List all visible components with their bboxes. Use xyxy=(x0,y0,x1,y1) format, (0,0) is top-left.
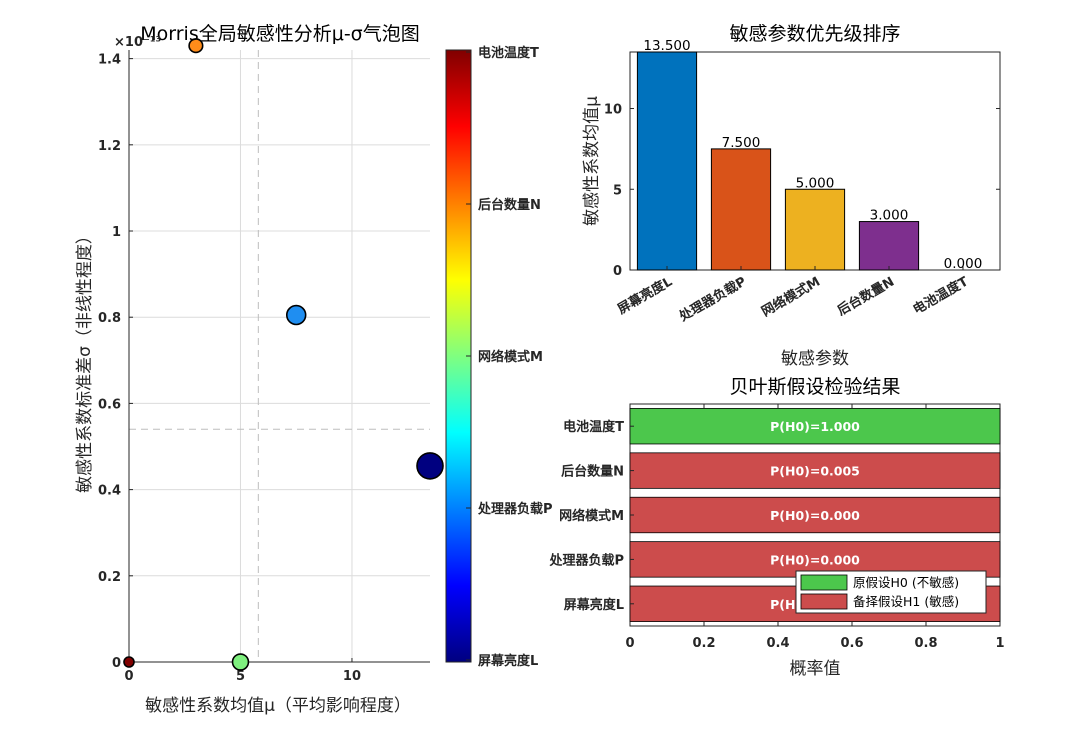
bayes-bar-label: P(H0)=0.000 xyxy=(770,508,860,523)
bubble-point xyxy=(188,38,204,54)
bayes-category-label: 屏幕亮度L xyxy=(564,597,624,613)
priority-chart-title: 敏感参数优先级排序 xyxy=(729,23,900,45)
bubble-point xyxy=(123,656,135,668)
y-tick-label: 1.4 xyxy=(98,53,121,68)
x-tick-label: 0 xyxy=(124,669,133,684)
colorbar-label: 网络模式M xyxy=(478,349,543,365)
x-tick-label: 0 xyxy=(625,636,634,651)
bubble-chart-y-label: 敏感性系数标准差σ（非线性程度） xyxy=(75,227,95,493)
priority-chart-x-label: 敏感参数 xyxy=(781,349,849,369)
bayes-chart-title: 贝叶斯假设检验结果 xyxy=(729,376,900,398)
y-tick-label: 1 xyxy=(112,225,121,240)
bayes-category-label: 电池温度T xyxy=(563,419,624,435)
colorbar-label: 电池温度T xyxy=(478,45,539,61)
legend-label-h1: 备择假设H1 (敏感) xyxy=(853,594,959,609)
colorbar-label: 屏幕亮度L xyxy=(478,653,538,669)
x-tick-label: 0.2 xyxy=(692,636,715,651)
bubble-chart-x-label: 敏感性系数均值μ（平均影响程度） xyxy=(145,696,411,716)
y-tick-label: 0 xyxy=(112,656,121,671)
y-tick-label: 5 xyxy=(613,183,622,198)
bayes-bar xyxy=(629,452,1001,489)
bubble-chart-axes-box xyxy=(129,50,430,662)
y-tick-label: 0 xyxy=(613,264,622,279)
y-tick-label: 10 xyxy=(604,103,622,118)
category-tick-label: 屏幕亮度L xyxy=(615,274,675,318)
x-tick-label: 0.4 xyxy=(766,636,789,651)
legend-label-h0: 原假设H0 (不敏感) xyxy=(853,575,959,590)
priority-bar xyxy=(636,51,698,271)
bayes-bar xyxy=(629,408,1001,445)
bubble-chart-panel: 0 5 10 0 0.2 0.4 0.6 0.8 1 1.2 1.4 Morris全局敏感性分析μ… xyxy=(75,23,553,716)
bayes-bar-label: P(H0)=0.005 xyxy=(770,464,860,479)
bubble-point xyxy=(285,304,307,326)
bayes-category-label: 后台数量N xyxy=(561,464,624,480)
category-tick-label: 网络模式M xyxy=(759,274,823,320)
legend-swatch-h0 xyxy=(800,574,848,591)
priority-bar xyxy=(710,148,772,271)
priority-bar-panel: 0 5 10 屏幕亮度L 处理器负载P 网络模式M 后台数量N 电池温度T 13.500 7.… xyxy=(582,23,1001,369)
bubble-chart-title: Morris全局敏感性分析μ-σ气泡图 xyxy=(140,23,419,45)
bayes-category-label: 网络模式M xyxy=(559,508,624,524)
priority-bar xyxy=(784,188,846,271)
category-tick-label: 后台数量N xyxy=(835,274,897,319)
category-tick-label: 电池温度T xyxy=(910,274,971,318)
priority-chart-y-label: 敏感性系数均值μ xyxy=(582,96,602,226)
y-tick-label: 0.6 xyxy=(98,397,121,412)
legend-swatch-h1 xyxy=(800,593,848,610)
bar-value-label: 13.500 xyxy=(643,38,690,54)
bar-value-label: 5.000 xyxy=(796,175,835,191)
y-tick-label: 0.8 xyxy=(98,311,121,326)
x-tick-label: 10 xyxy=(343,669,361,684)
bayes-bar-label: P(H0)=1.000 xyxy=(770,419,860,434)
bubble-point xyxy=(231,653,250,671)
y-tick-label: 0.2 xyxy=(98,570,121,585)
y-tick-label: 0.4 xyxy=(98,484,121,499)
x-tick-label: 0.6 xyxy=(840,636,863,651)
x-tick-label: 5 xyxy=(236,669,245,684)
bayes-legend: 原假设H0 (不敏感) 备择假设H1 (敏感) xyxy=(795,570,987,614)
category-tick-label: 处理器负载P xyxy=(676,274,749,326)
bubble-point xyxy=(416,452,444,480)
bubble-chart-y-exponent: ×10⁻¹³ xyxy=(114,35,161,50)
priority-bar xyxy=(858,221,920,271)
y-tick-label: 1.2 xyxy=(98,139,121,154)
colorbar-label: 处理器负载P xyxy=(477,501,553,517)
bayes-bar xyxy=(629,496,1001,534)
bayes-bar-panel: P(H0)=1.000 P(H0)=0.005 P(H0)=0.000 P(H0)=0… xyxy=(548,376,1004,679)
x-tick-label: 0.8 xyxy=(914,636,937,651)
bayes-chart-x-label: 概率值 xyxy=(790,659,841,679)
colorbar-label: 后台数量N xyxy=(478,197,541,213)
bayes-category-label: 处理器负载P xyxy=(548,552,624,568)
bar-value-label: 3.000 xyxy=(870,208,909,224)
x-tick-label: 1 xyxy=(995,636,1004,651)
bayes-bar-label: P(H0)=0.000 xyxy=(770,552,860,567)
bar-value-label: 0.000 xyxy=(944,256,983,272)
bar-value-label: 7.500 xyxy=(722,135,761,151)
